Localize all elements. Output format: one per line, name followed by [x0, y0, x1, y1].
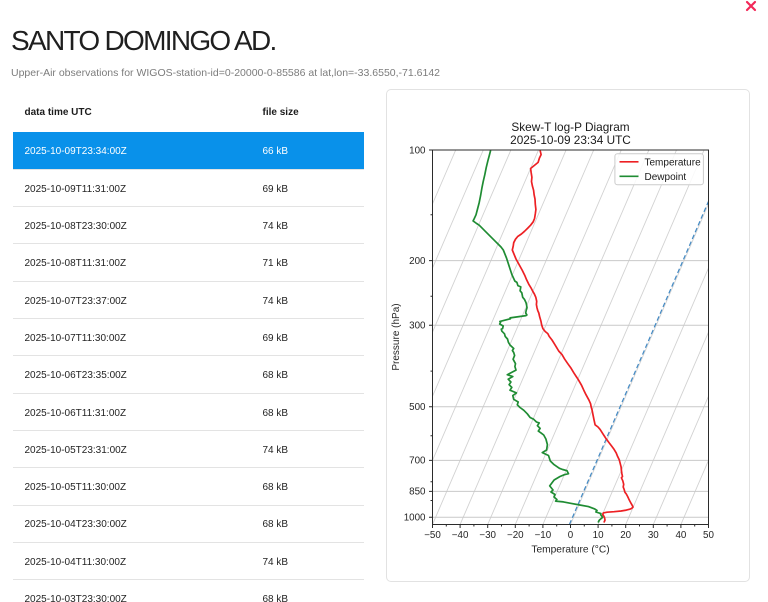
svg-text:Dewpoint: Dewpoint [645, 172, 687, 183]
svg-text:−10: −10 [535, 530, 552, 541]
svg-text:2025-10-09 23:34 UTC: 2025-10-09 23:34 UTC [510, 133, 631, 147]
svg-text:700: 700 [409, 456, 426, 467]
svg-text:Temperature (°C): Temperature (°C) [531, 545, 609, 556]
svg-text:0: 0 [568, 530, 574, 541]
svg-text:−40: −40 [452, 530, 469, 541]
svg-text:1000: 1000 [404, 513, 426, 524]
svg-text:−20: −20 [507, 530, 524, 541]
svg-text:10: 10 [593, 530, 604, 541]
svg-text:200: 200 [409, 256, 426, 267]
svg-text:500: 500 [409, 402, 426, 413]
svg-text:Pressure (hPa): Pressure (hPa) [391, 303, 402, 370]
svg-text:300: 300 [409, 321, 426, 332]
svg-text:Skew-T log-P Diagram: Skew-T log-P Diagram [511, 120, 629, 134]
svg-text:Temperature: Temperature [645, 157, 702, 168]
svg-text:100: 100 [409, 145, 426, 156]
svg-text:30: 30 [648, 530, 659, 541]
svg-text:850: 850 [409, 487, 426, 498]
svg-text:20: 20 [620, 530, 631, 541]
svg-text:50: 50 [703, 530, 714, 541]
svg-text:40: 40 [675, 530, 686, 541]
svg-text:−50: −50 [424, 530, 441, 541]
svg-text:−30: −30 [479, 530, 496, 541]
